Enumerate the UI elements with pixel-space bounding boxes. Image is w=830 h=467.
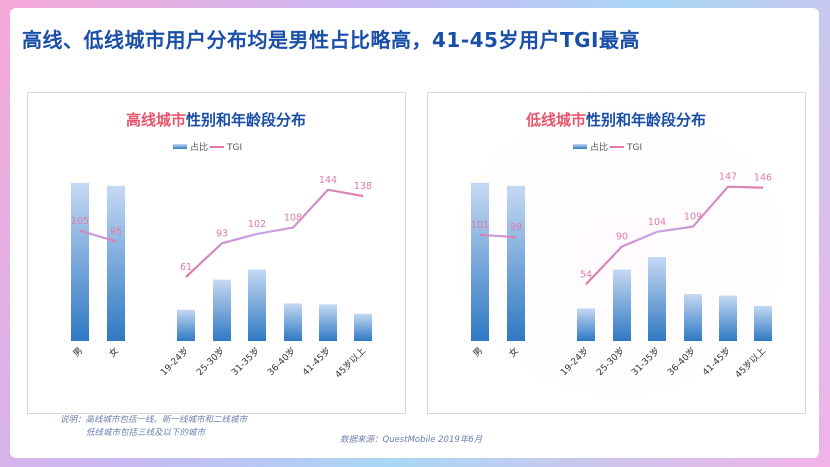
bar-1 (507, 185, 525, 341)
category-label-3: 25-30岁 (594, 345, 627, 378)
tgi-label-4: 102 (248, 219, 266, 230)
category-label-2: 19-24岁 (558, 345, 591, 378)
tgi-label-7: 146 (754, 173, 772, 184)
bar-5 (284, 303, 302, 341)
category-label-0: 男 (471, 345, 485, 359)
bar-5 (684, 294, 702, 341)
category-label-0: 男 (71, 345, 85, 359)
legend-line-label: TGI (626, 143, 642, 153)
bar-3 (213, 279, 231, 341)
category-label-4: 31-35岁 (229, 345, 262, 378)
tgi-label-6: 147 (719, 172, 737, 183)
bar-0 (471, 182, 489, 341)
tgi-line-segment-1 (185, 188, 364, 278)
tgi-label-2: 61 (180, 262, 192, 273)
category-label-4: 31-35岁 (629, 345, 662, 378)
tgi-label-6: 144 (319, 175, 337, 186)
bar-7 (754, 305, 772, 341)
tgi-line-segment-0 (479, 233, 517, 239)
category-label-2: 19-24岁 (158, 345, 191, 378)
bar-2 (177, 309, 195, 341)
footnote-line-2: 低线城市包括三线及以下的城市 (86, 428, 206, 438)
bar-2 (577, 308, 595, 341)
bar-7 (354, 313, 372, 341)
tgi-label-1: 99 (510, 222, 522, 233)
high-tier-chart-panel: 高线城市性别和年龄段分布占比 TGI 105 95 61 93 102 108 144 138 男 女… (27, 92, 406, 414)
bar-3 (613, 269, 631, 341)
tgi-label-2: 54 (580, 269, 592, 280)
tgi-label-7: 138 (354, 181, 372, 192)
legend-bar-label: 占比 (190, 141, 208, 153)
category-label-6: 41-45岁 (300, 345, 333, 378)
category-label-7: 45岁以上 (332, 345, 368, 381)
tgi-label-0: 101 (471, 220, 489, 231)
tgi-label-1: 95 (110, 226, 122, 237)
tgi-label-3: 93 (216, 228, 228, 239)
chart-title-highlight: 高线城市 (126, 111, 186, 129)
bar-6 (719, 295, 737, 341)
chart-title: 高线城市性别和年龄段分布 (126, 111, 306, 129)
chart-title-rest: 性别和年龄段分布 (186, 111, 306, 129)
bar-0 (71, 182, 89, 341)
chart-title-highlight: 低线城市 (525, 111, 586, 129)
chart-title: 低线城市性别和年龄段分布 (525, 111, 706, 129)
chart-title-rest: 性别和年龄段分布 (586, 111, 706, 129)
tgi-line-segment-1 (585, 185, 764, 286)
data-source: 数据来源：QuestMobile 2019年6月 (340, 435, 483, 445)
low-tier-chart-panel: 低线城市性别和年龄段分布占比 TGI 101 99 54 90 104 109 147 146 男 女… (427, 92, 806, 414)
tgi-line-segment-0 (79, 229, 117, 243)
tgi-label-0: 105 (71, 216, 89, 227)
slide-headline: 高线、低线城市用户分布均是男性占比略高，41-45岁用户TGI最高 (22, 28, 640, 52)
tgi-label-3: 90 (616, 232, 628, 243)
legend-bar-label: 占比 (590, 141, 608, 153)
category-label-3: 25-30岁 (194, 345, 227, 378)
bar-4 (248, 269, 266, 341)
legend-bar-swatch (173, 144, 187, 149)
footnote: 说明：高线城市包括一线、新一线城市和二线城市 低线城市包括三线及以下的城市 (60, 414, 247, 440)
category-label-1: 女 (106, 345, 121, 360)
legend-line-label: TGI (226, 143, 242, 153)
legend-bar-swatch (573, 144, 587, 149)
bar-1 (107, 185, 125, 341)
bar-4 (648, 257, 666, 341)
tgi-label-5: 109 (684, 212, 702, 223)
category-label-5: 36-40岁 (265, 345, 298, 378)
category-label-5: 36-40岁 (665, 345, 698, 378)
category-label-7: 45岁以上 (732, 345, 768, 381)
category-label-1: 女 (506, 345, 521, 360)
footnote-line-1: 说明：高线城市包括一线、新一线城市和二线城市 (60, 415, 248, 425)
bar-6 (319, 304, 337, 341)
tgi-label-5: 108 (284, 213, 302, 224)
tgi-label-4: 104 (648, 217, 666, 228)
category-label-6: 41-45岁 (700, 345, 733, 378)
